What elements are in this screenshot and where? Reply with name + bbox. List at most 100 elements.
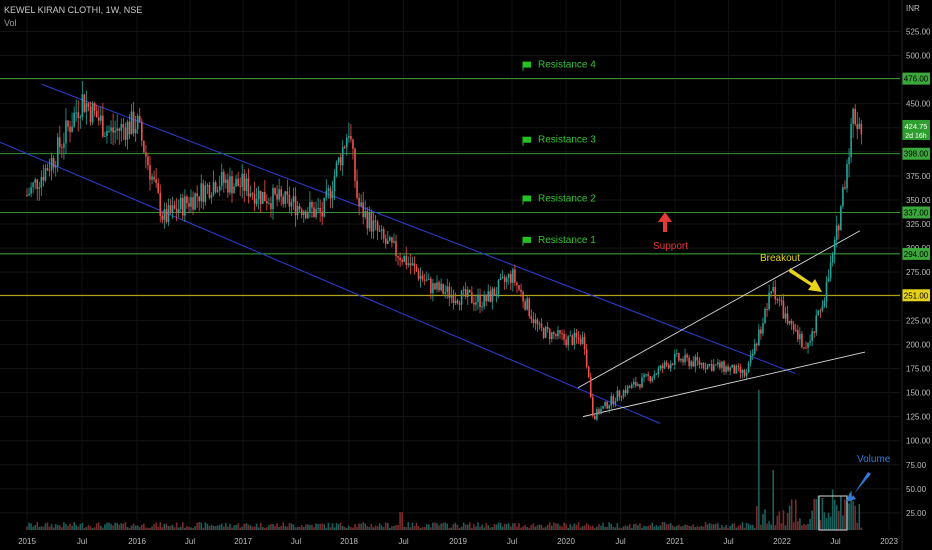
- level-price-badge: [902, 72, 930, 85]
- volume-bars: [26, 390, 863, 530]
- candle-body: [212, 182, 215, 196]
- volume-bar: [270, 523, 272, 530]
- candle-body: [544, 326, 547, 338]
- candle-body: [245, 178, 248, 192]
- volume-bar: [145, 527, 147, 530]
- volume-bar: [727, 527, 729, 530]
- volume-bar: [138, 527, 141, 530]
- volume-bar: [473, 523, 475, 530]
- volume-bar: [479, 526, 481, 530]
- volume-bar: [536, 525, 539, 530]
- volume-bar: [333, 527, 336, 530]
- volume-bar: [686, 525, 688, 530]
- volume-bar: [698, 526, 701, 530]
- candle-body: [229, 176, 231, 193]
- candle-body: [175, 208, 178, 213]
- volume-bar: [188, 526, 190, 530]
- candle-body: [339, 157, 342, 166]
- candle-body: [655, 373, 658, 375]
- candle-body: [161, 215, 164, 220]
- y-tick-label: 25.00: [906, 509, 927, 518]
- candle-body: [446, 286, 449, 293]
- volume-bar: [116, 523, 118, 530]
- candle-body: [622, 390, 625, 397]
- volume-bar: [141, 524, 143, 530]
- candle-body: [153, 176, 155, 180]
- volume-bar: [182, 522, 184, 530]
- volume-bar: [469, 522, 471, 530]
- candle-body: [833, 239, 836, 255]
- bar-countdown-label: 2d 16h: [905, 133, 927, 140]
- volume-bar: [794, 499, 797, 530]
- volume-bar: [382, 526, 385, 530]
- candle-body: [261, 192, 264, 204]
- candle-body: [227, 179, 229, 193]
- candle-body: [81, 94, 84, 117]
- volume-bar: [325, 527, 328, 530]
- candle-body: [356, 180, 358, 198]
- candle-body: [32, 182, 34, 188]
- candle-body: [532, 319, 535, 324]
- volume-bar: [313, 527, 315, 530]
- candle-body: [540, 323, 543, 328]
- candle-body: [440, 283, 442, 291]
- candle-body: [233, 186, 235, 194]
- volume-bar: [89, 526, 92, 530]
- volume-bar: [645, 526, 647, 530]
- candle-body: [624, 390, 627, 394]
- candle-body: [366, 210, 369, 229]
- volume-bar: [751, 524, 754, 530]
- volume-bar: [462, 522, 465, 530]
- volume-bar: [507, 523, 510, 530]
- volume-bar: [835, 505, 838, 530]
- volume-bar: [606, 526, 608, 530]
- volume-bar: [647, 526, 649, 530]
- candle-body: [387, 240, 389, 244]
- volume-bar: [32, 526, 34, 530]
- candle-body: [827, 277, 830, 282]
- y-tick-label: 225.00: [906, 316, 931, 325]
- candle-body: [315, 208, 317, 218]
- candle-body: [557, 330, 559, 337]
- candle-body: [220, 171, 223, 186]
- volume-bar: [194, 526, 196, 530]
- volume-bar: [323, 524, 326, 530]
- candle-body: [637, 384, 639, 386]
- volume-bar: [423, 526, 426, 530]
- candle-body: [510, 274, 512, 283]
- candle-body: [774, 286, 777, 300]
- candle-body: [567, 336, 569, 346]
- candle-body: [706, 364, 709, 369]
- candle-body: [600, 408, 602, 414]
- volume-bar: [805, 524, 807, 530]
- volume-bar: [362, 522, 364, 530]
- candle-body: [598, 409, 600, 414]
- y-tick-label: 75.00: [906, 461, 927, 470]
- y-tick-label: 325.00: [906, 220, 931, 229]
- volume-bar: [298, 527, 301, 530]
- volume-bar: [352, 527, 354, 530]
- volume-bar: [600, 525, 602, 530]
- candle-body: [444, 292, 446, 294]
- candle-body: [712, 364, 715, 371]
- volume-bar: [210, 524, 213, 530]
- x-tick-label: 2022: [773, 537, 791, 546]
- candle-body: [729, 367, 731, 371]
- candle-body: [114, 130, 116, 133]
- x-tick-label: Jul: [291, 537, 301, 546]
- candle-body: [216, 190, 219, 192]
- volume-bar: [343, 526, 346, 530]
- volume-bar: [747, 523, 750, 530]
- candle-body: [751, 353, 754, 356]
- candle-body: [618, 390, 621, 397]
- x-tick-label: Jul: [507, 537, 517, 546]
- volume-bar: [856, 522, 859, 530]
- candle-body: [790, 321, 793, 325]
- volume-bar: [249, 525, 252, 530]
- volume-bar: [384, 522, 387, 530]
- volume-bar: [407, 522, 410, 530]
- volume-bar: [694, 527, 697, 530]
- volume-bar: [106, 522, 108, 530]
- volume-bar: [510, 526, 512, 530]
